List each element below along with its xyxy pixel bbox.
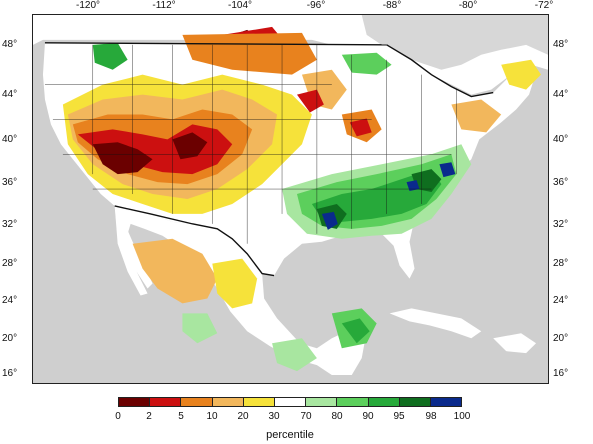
lon-tick-label: -120° — [75, 0, 101, 11]
colorbar-tick-label: 2 — [146, 411, 152, 422]
colorbar-tick-label: 80 — [331, 411, 343, 422]
lat-tick-label-right: 40° — [553, 134, 569, 145]
borders — [44, 42, 494, 277]
colorbar-swatch — [212, 398, 244, 406]
hispaniola — [493, 333, 537, 354]
lat-tick-label-left: 28° — [2, 258, 18, 269]
lat-tick-label-left: 24° — [2, 295, 18, 306]
lon-tick-label: -96° — [306, 0, 326, 11]
colorbar-legend — [118, 397, 462, 407]
colorbar-swatch — [306, 398, 338, 406]
colorbar-swatch — [181, 398, 213, 406]
colorbar-swatch — [274, 398, 307, 406]
lat-tick-label-right: 16° — [553, 368, 569, 379]
colorbar-tick-label: 98 — [425, 411, 437, 422]
colorbar-tick-label: 90 — [362, 411, 374, 422]
lon-tick-label: -88° — [382, 0, 402, 11]
map-frame — [32, 14, 549, 384]
lat-tick-label-left: 32° — [2, 219, 18, 230]
lat-tick-label-right: 48° — [553, 39, 569, 50]
colorbar-tick-label: 20 — [237, 411, 249, 422]
state-lines — [44, 44, 457, 244]
map-canvas — [33, 15, 548, 383]
colorbar-tick-label: 100 — [453, 411, 471, 422]
lat-tick-label-left: 16° — [2, 368, 18, 379]
canada-gray — [361, 15, 548, 70]
colorbar-swatch — [430, 398, 462, 406]
lon-tick-label: -72° — [534, 0, 554, 11]
lat-tick-label-left: 40° — [2, 134, 18, 145]
colorbar-swatch — [337, 398, 369, 406]
lat-tick-label-left: 36° — [2, 177, 18, 188]
colorbar-swatch — [243, 398, 275, 406]
wet-anomalies — [92, 42, 472, 372]
colorbar-tick-label: 70 — [300, 411, 312, 422]
colorbar-tick-label: 5 — [178, 411, 184, 422]
lon-tick-label: -112° — [152, 0, 176, 11]
colorbar-swatch — [150, 398, 182, 406]
lat-tick-label-right: 24° — [553, 295, 569, 306]
colorbar-title: percentile — [266, 429, 314, 441]
colorbar-tick-label: 10 — [206, 411, 218, 422]
lat-tick-label-right: 44° — [553, 89, 569, 100]
cuba — [389, 308, 482, 339]
colorbar-swatch — [368, 398, 400, 406]
colorbar-tick-label: 0 — [115, 411, 121, 422]
dry-anomalies — [62, 26, 542, 309]
lon-tick-label: -104° — [227, 0, 253, 11]
lon-tick-label: -80° — [458, 0, 478, 11]
lat-tick-label-left: 20° — [2, 333, 18, 344]
lat-tick-label-left: 48° — [2, 39, 18, 50]
lat-tick-label-right: 36° — [553, 177, 569, 188]
lat-tick-label-right: 32° — [553, 219, 569, 230]
colorbar-swatch — [119, 398, 151, 406]
colorbar-tick-label: 95 — [393, 411, 405, 422]
colorbar-tick-label: 30 — [268, 411, 280, 422]
lat-tick-label-right: 20° — [553, 333, 569, 344]
lat-tick-label-left: 44° — [2, 89, 18, 100]
colorbar-swatch — [399, 398, 431, 406]
lat-tick-label-right: 28° — [553, 258, 569, 269]
